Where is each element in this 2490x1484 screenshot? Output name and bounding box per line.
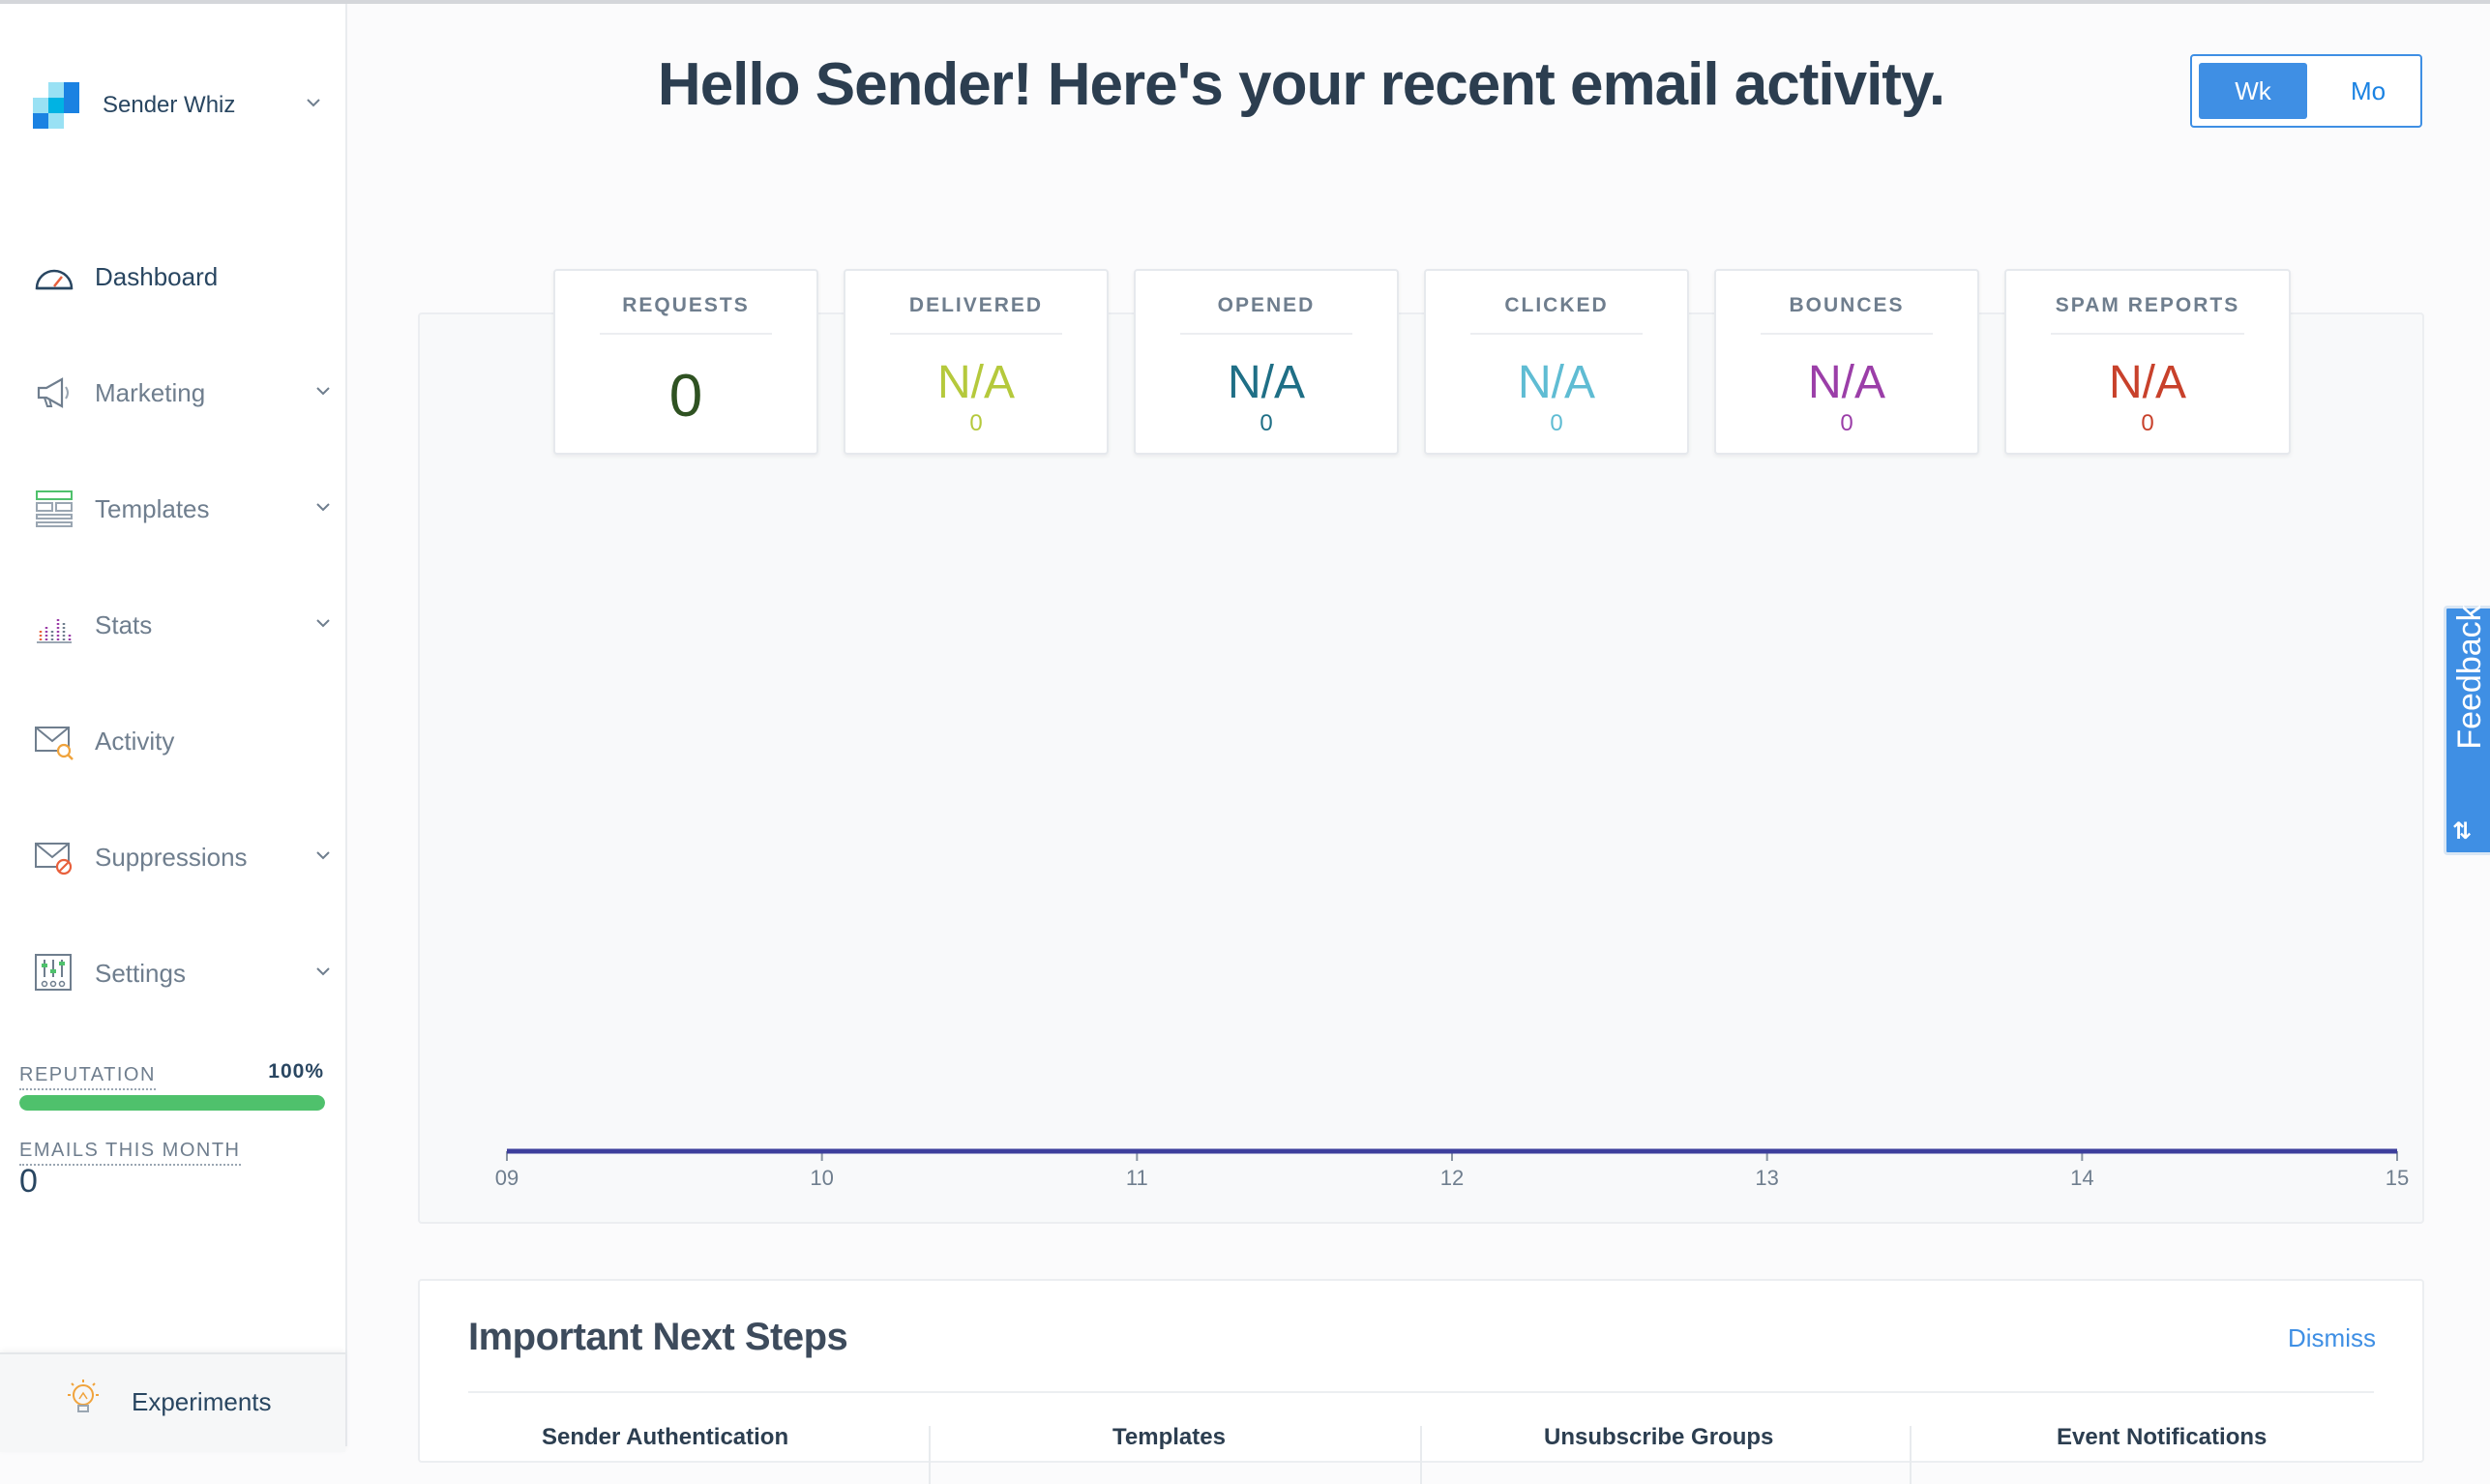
next-step-unsubscribe-groups[interactable]: Unsubscribe Groups <box>1544 1424 1774 1450</box>
x-axis-tick-label: 15 <box>2386 1166 2409 1190</box>
metric-divider <box>600 333 772 335</box>
chevron-down-icon <box>307 99 320 107</box>
sidebar-item-label: Settings <box>95 958 186 988</box>
metric-label: CLICKED <box>1504 294 1609 316</box>
next-step-event-notifications[interactable]: Event Notifications <box>2057 1424 2268 1450</box>
week-toggle-button[interactable]: Wk <box>2199 63 2307 119</box>
x-axis-tick-label: 13 <box>1755 1166 1778 1190</box>
megaphone-icon <box>37 377 69 408</box>
chevron-down-icon <box>316 619 330 628</box>
suppressions-envelope-icon <box>35 843 73 876</box>
next-steps-title: Important Next Steps <box>468 1316 848 1358</box>
metric-card-spam-reports[interactable]: SPAM REPORTS N/A 0 <box>2004 269 2291 455</box>
metric-count: 0 <box>2141 410 2154 436</box>
reputation-label[interactable]: REPUTATION <box>19 1064 156 1090</box>
metric-value: N/A <box>1227 357 1305 408</box>
next-step-sender-authentication[interactable]: Sender Authentication <box>542 1424 789 1450</box>
experiments-button[interactable]: Experiments <box>0 1352 345 1452</box>
feedback-label: Feedback <box>2450 605 2488 750</box>
metric-count: 0 <box>969 410 983 436</box>
metric-value: N/A <box>2108 357 2186 408</box>
page-title: Hello Sender! Here's your recent email a… <box>657 51 1945 118</box>
sidebar-item-activity[interactable]: Activity <box>33 712 333 770</box>
metric-card-requests[interactable]: REQUESTS 0 <box>553 269 818 455</box>
experiments-label: Experiments <box>132 1387 272 1416</box>
chevron-down-icon <box>316 387 330 396</box>
metric-card-clicked[interactable]: CLICKED N/A 0 <box>1424 269 1689 455</box>
metric-value: N/A <box>1517 357 1595 408</box>
metric-count: 0 <box>1840 410 1853 436</box>
next-steps-column-divider <box>1420 1426 1422 1484</box>
next-steps-divider <box>468 1391 2374 1393</box>
sidebar-item-label: Suppressions <box>95 842 248 872</box>
metric-divider <box>1180 333 1352 335</box>
metric-label: OPENED <box>1217 294 1316 316</box>
reputation-progress-bar <box>19 1095 325 1111</box>
feedback-arrows-icon: ⇅ <box>2452 818 2473 845</box>
account-name: Sender Whiz <box>103 92 236 118</box>
sidebar-item-label: Templates <box>95 493 210 523</box>
sidebar-item-settings[interactable]: Settings <box>33 944 333 1002</box>
templates-icon <box>36 490 73 527</box>
reputation-value: 100% <box>268 1060 324 1083</box>
metric-label: BOUNCES <box>1789 294 1905 316</box>
x-axis-tick-label: 10 <box>810 1166 833 1190</box>
activity-envelope-icon <box>35 727 74 760</box>
top-border <box>0 0 2490 4</box>
sidebar-item-label: Marketing <box>95 377 206 407</box>
emails-this-month-value: 0 <box>19 1163 38 1200</box>
metric-value: 0 <box>668 363 703 430</box>
emails-this-month-label[interactable]: EMAILS THIS MONTH <box>19 1140 241 1166</box>
x-axis-tick-label: 09 <box>495 1166 519 1190</box>
metric-card-bounces[interactable]: BOUNCES N/A 0 <box>1714 269 1979 455</box>
metric-card-opened[interactable]: OPENED N/A 0 <box>1134 269 1399 455</box>
sidebar-item-marketing[interactable]: Marketing <box>33 364 333 422</box>
sidebar-item-label: Stats <box>95 609 153 639</box>
account-switcher[interactable]: Sender Whiz <box>33 81 323 130</box>
sidebar-item-stats[interactable]: Stats <box>33 596 333 654</box>
dashboard-gauge-icon <box>35 269 74 290</box>
chevron-down-icon <box>316 851 330 860</box>
metric-count: 0 <box>1260 410 1273 436</box>
settings-sliders-icon <box>35 954 72 991</box>
reputation-progress-fill <box>19 1095 325 1111</box>
metric-label: REQUESTS <box>622 294 750 316</box>
metric-label: DELIVERED <box>908 294 1044 316</box>
next-steps-column-divider <box>1910 1426 1912 1484</box>
metric-divider <box>2051 333 2244 335</box>
metric-value: N/A <box>1807 357 1885 408</box>
sidebar-item-templates[interactable]: Templates <box>33 480 333 538</box>
email-activity-chart: 09 10 11 12 13 14 15 <box>495 1148 2409 1190</box>
sidebar: Sender Whiz Dashboard Marketing Template… <box>0 4 347 1452</box>
sendgrid-logo-icon <box>33 82 79 129</box>
metric-divider <box>1470 333 1643 335</box>
sidebar-item-label: Dashboard <box>95 261 219 291</box>
sidebar-item-label: Activity <box>95 726 175 756</box>
month-toggle-button[interactable]: Mo <box>2350 75 2386 105</box>
email-activity-chart-panel: 09 10 11 12 13 14 15 <box>418 312 2424 1224</box>
sidebar-item-suppressions[interactable]: Suppressions <box>33 828 333 886</box>
metric-value: N/A <box>936 357 1015 408</box>
x-axis-tick-label: 12 <box>1440 1166 1464 1190</box>
lightbulb-icon <box>68 1380 99 1412</box>
metric-divider <box>1761 333 1933 335</box>
sidebar-item-dashboard[interactable]: Dashboard <box>33 248 333 306</box>
next-steps-column-divider <box>929 1426 931 1484</box>
metric-divider <box>890 333 1062 335</box>
metric-label: SPAM REPORTS <box>2055 294 2240 316</box>
next-steps-panel: Important Next Steps Dismiss Sender Auth… <box>418 1279 2424 1484</box>
metric-card-delivered[interactable]: DELIVERED N/A 0 <box>844 269 1109 455</box>
x-axis-tick-label: 14 <box>2070 1166 2093 1190</box>
period-toggle: Wk Mo <box>2190 54 2422 128</box>
chevron-down-icon <box>316 503 330 512</box>
metric-count: 0 <box>1550 410 1563 436</box>
x-axis-tick-label: 11 <box>1126 1166 1148 1190</box>
feedback-tab[interactable]: Feedback ⇅ <box>2444 605 2490 855</box>
next-step-templates[interactable]: Templates <box>1112 1424 1226 1450</box>
chevron-down-icon <box>316 967 330 976</box>
stats-bars-icon <box>37 617 72 643</box>
dismiss-link[interactable]: Dismiss <box>2288 1323 2376 1352</box>
